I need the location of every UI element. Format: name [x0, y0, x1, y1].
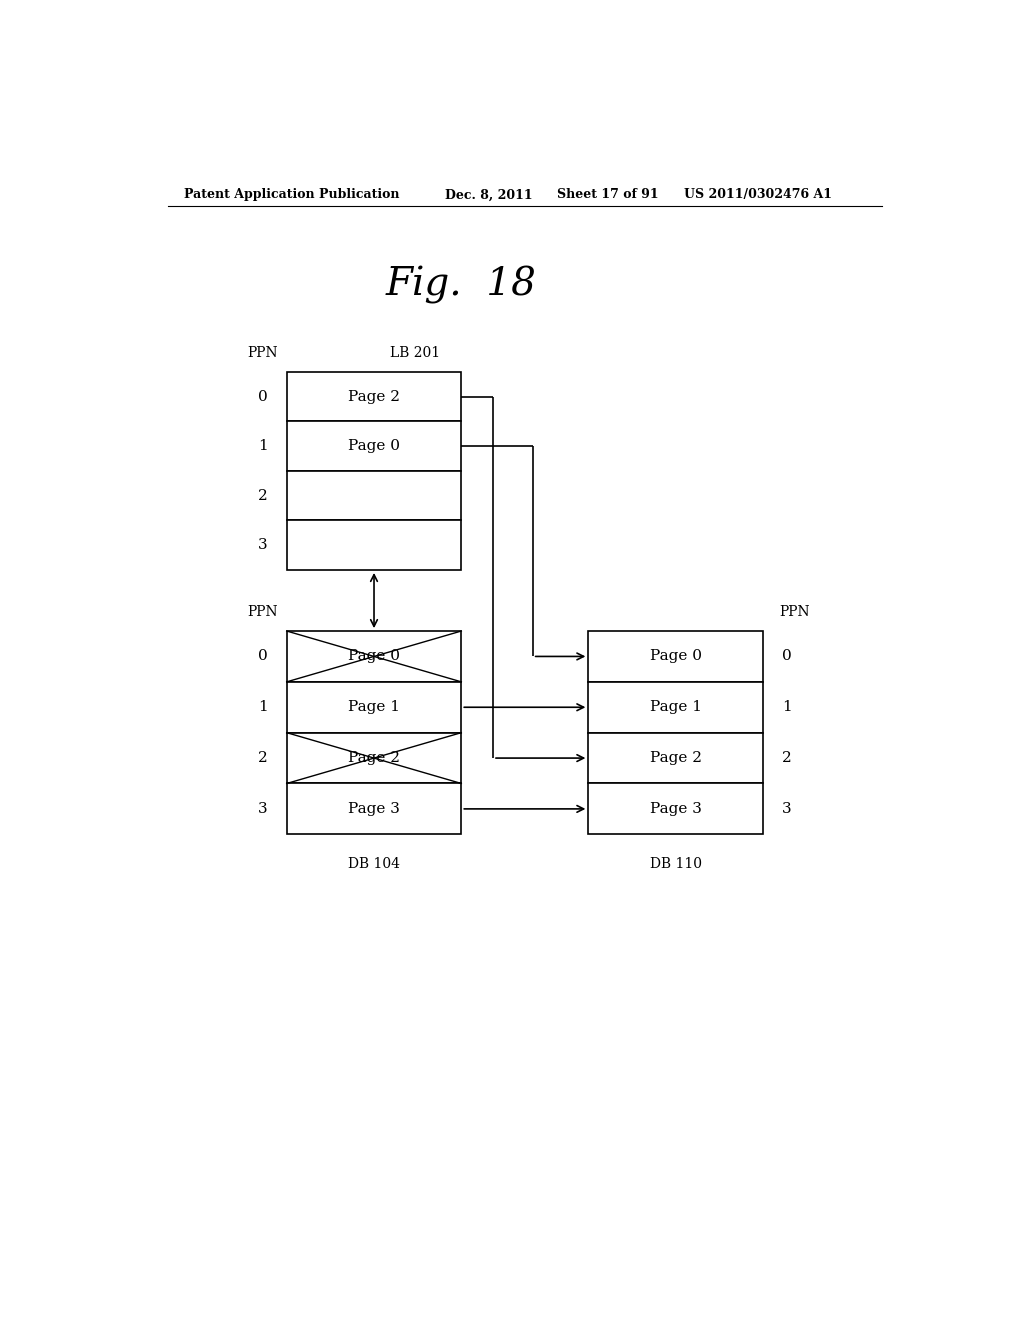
- Text: Patent Application Publication: Patent Application Publication: [183, 189, 399, 202]
- Text: Page 3: Page 3: [348, 801, 400, 816]
- Text: 1: 1: [258, 440, 268, 453]
- Text: PPN: PPN: [248, 346, 279, 359]
- Text: Page 2: Page 2: [649, 751, 701, 766]
- Text: Fig.  18: Fig. 18: [386, 267, 537, 305]
- Text: PPN: PPN: [248, 605, 279, 619]
- Text: DB 110: DB 110: [649, 857, 701, 871]
- Text: 1: 1: [781, 700, 792, 714]
- Bar: [588, 784, 763, 834]
- Bar: [287, 682, 462, 733]
- Text: Page 0: Page 0: [348, 649, 400, 664]
- Text: 0: 0: [258, 649, 268, 664]
- Text: PPN: PPN: [779, 605, 810, 619]
- Text: Dec. 8, 2011: Dec. 8, 2011: [445, 189, 534, 202]
- Text: 3: 3: [258, 801, 267, 816]
- Bar: [287, 733, 462, 784]
- Text: DB 104: DB 104: [348, 857, 400, 871]
- Text: Page 0: Page 0: [348, 440, 400, 453]
- Bar: [287, 631, 462, 682]
- Text: Page 2: Page 2: [348, 389, 400, 404]
- Text: Page 3: Page 3: [649, 801, 701, 816]
- Text: 2: 2: [781, 751, 792, 766]
- Text: Sheet 17 of 91: Sheet 17 of 91: [557, 189, 658, 202]
- Text: 0: 0: [781, 649, 792, 664]
- Bar: [588, 733, 763, 784]
- Text: 2: 2: [258, 751, 268, 766]
- Text: 0: 0: [258, 389, 268, 404]
- Text: 2: 2: [258, 488, 268, 503]
- Bar: [287, 520, 462, 570]
- Bar: [588, 631, 763, 682]
- Text: Page 1: Page 1: [348, 700, 400, 714]
- Bar: [287, 471, 462, 520]
- Text: LB 201: LB 201: [390, 346, 440, 359]
- Bar: [287, 372, 462, 421]
- Bar: [588, 682, 763, 733]
- Bar: [287, 784, 462, 834]
- Text: 3: 3: [782, 801, 792, 816]
- Text: 3: 3: [258, 539, 267, 552]
- Text: US 2011/0302476 A1: US 2011/0302476 A1: [684, 189, 831, 202]
- Text: Page 0: Page 0: [649, 649, 701, 664]
- Text: 1: 1: [258, 700, 268, 714]
- Text: Page 2: Page 2: [348, 751, 400, 766]
- Bar: [287, 421, 462, 471]
- Text: Page 1: Page 1: [649, 700, 701, 714]
